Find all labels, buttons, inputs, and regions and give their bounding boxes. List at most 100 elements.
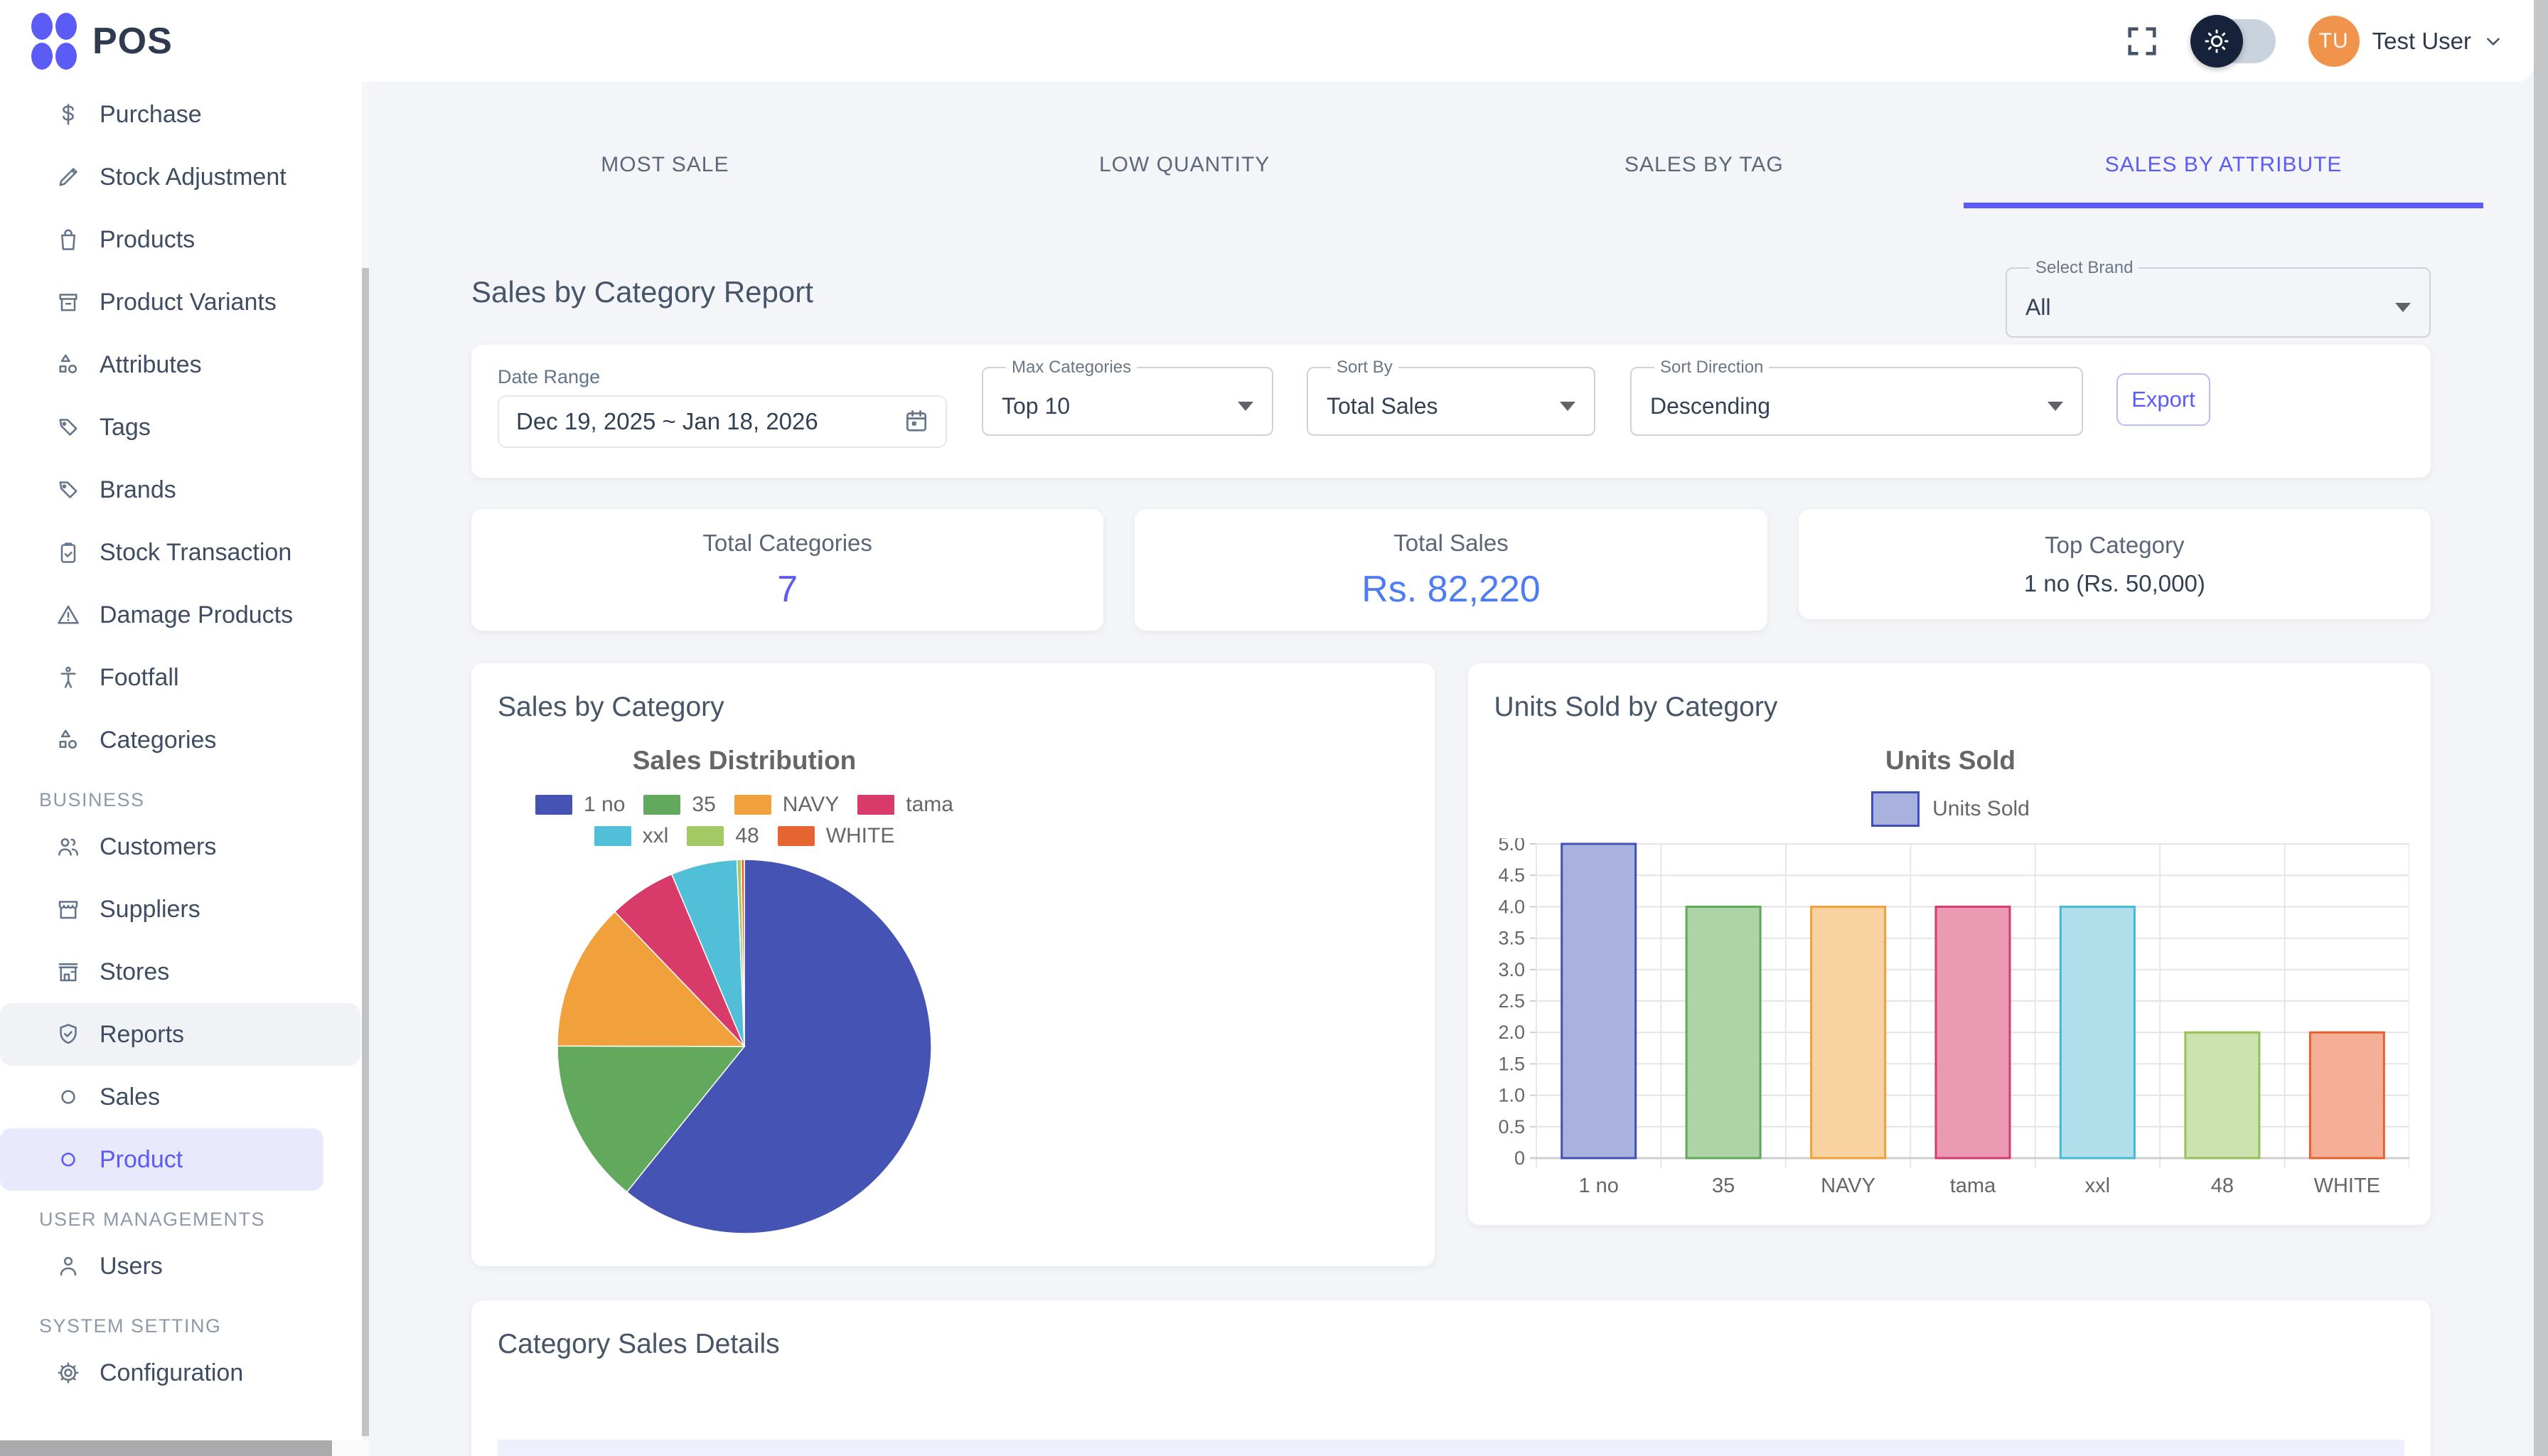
sales-by-category-card: Sales by Category Sales Distribution 1 n…: [471, 663, 1435, 1266]
sidebar-item-label: Configuration: [100, 1359, 244, 1386]
svg-text:4.0: 4.0: [1498, 896, 1525, 917]
sidebar-item-stores[interactable]: Stores: [0, 941, 369, 1003]
user-icon: [55, 1253, 81, 1279]
sidebar: Purchase Stock Adjustment Products Product …: [0, 82, 369, 1456]
pie-legend-item-35[interactable]: 35: [643, 793, 716, 817]
legend-label: 48: [735, 824, 759, 847]
clipboard-check-icon: [55, 540, 81, 565]
export-button[interactable]: Export: [2116, 373, 2210, 426]
sort-by-value: Total Sales: [1327, 392, 1438, 419]
fullscreen-icon[interactable]: [2124, 23, 2161, 60]
pie-legend: 1 no 35 NAVY tama xxl 48 WHITE: [498, 793, 991, 848]
sidebar-item-stock-adjustment[interactable]: Stock Adjustment: [0, 146, 369, 208]
svg-text:4.5: 4.5: [1498, 864, 1525, 886]
date-range-value: Dec 19, 2025 ~ Jan 18, 2026: [516, 408, 818, 434]
sidebar-item-label: Sales: [100, 1083, 161, 1110]
tag-icon: [55, 477, 81, 503]
svg-text:1 no: 1 no: [1578, 1174, 1618, 1197]
sidebar-horizontal-scrollbar-thumb[interactable]: [0, 1440, 332, 1456]
sidebar-item-customers[interactable]: Customers: [0, 815, 369, 878]
sun-icon: [2190, 14, 2243, 68]
pie-legend-item-tama[interactable]: tama: [857, 793, 953, 817]
user-menu[interactable]: TU Test User: [2308, 15, 2502, 67]
dollar-icon: [55, 102, 81, 127]
units-sold-bar-chart[interactable]: 0 0.5 1.0 1.5 2.0 2.5 3.0 3.5 4.0 4.5 5.0 1 no 35 NAV…: [1492, 827, 2410, 1206]
summary-card-value: 7: [777, 568, 798, 610]
shapes-icon: [55, 727, 81, 753]
sidebar-item-label: Product Variants: [100, 288, 277, 316]
tab-most-sale[interactable]: MOST SALE: [601, 152, 729, 176]
summary-card-total-categories: Total Categories 7: [471, 509, 1104, 631]
svg-text:tama: tama: [1949, 1174, 1996, 1197]
sidebar-item-products[interactable]: Products: [0, 208, 369, 271]
tab-sales-by-attribute[interactable]: SALES BY ATTRIBUTE: [1964, 121, 2483, 208]
circle-icon: [55, 1147, 81, 1172]
legend-label: WHITE: [825, 824, 895, 847]
tab-sales-by-tag[interactable]: SALES BY TAG: [1624, 152, 1784, 176]
pie-legend-item-48[interactable]: 48: [687, 824, 759, 848]
avatar[interactable]: TU: [2308, 15, 2360, 67]
svg-text:35: 35: [1711, 1174, 1734, 1197]
sidebar-item-product-variants[interactable]: Product Variants: [0, 271, 369, 333]
sidebar-item-sales[interactable]: Sales: [0, 1066, 369, 1128]
units-sold-card: Units Sold by Category Units Sold Units …: [1467, 663, 2431, 1225]
dropdown-arrow-icon: [1560, 401, 1575, 411]
sort-by-dropdown[interactable]: Sort By Total Sales: [1307, 358, 1595, 436]
calendar-icon[interactable]: [903, 407, 930, 437]
dropdown-arrow-icon: [2048, 401, 2063, 411]
app-header: POS TU Test User: [0, 0, 2534, 82]
sidebar-item-footfall[interactable]: Footfall: [0, 646, 369, 709]
summary-card-top-category: Top Category 1 no (Rs. 50,000): [1798, 509, 2431, 619]
sidebar-item-suppliers[interactable]: Suppliers: [0, 878, 369, 941]
sidebar-item-categories[interactable]: Categories: [0, 709, 369, 771]
svg-text:48: 48: [2210, 1174, 2233, 1197]
sidebar-item-users[interactable]: Users: [0, 1235, 369, 1297]
sidebar-item-label: Tags: [100, 413, 151, 441]
sidebar-item-attributes[interactable]: Attributes: [0, 333, 369, 396]
sidebar-item-label: Suppliers: [100, 895, 200, 923]
sidebar-item-label: Users: [100, 1252, 163, 1280]
tab-low-quantity[interactable]: LOW QUANTITY: [1098, 152, 1270, 176]
date-range-label: Date Range: [498, 366, 601, 387]
date-range-input[interactable]: Dec 19, 2025 ~ Jan 18, 2026: [498, 395, 947, 448]
bar-chart-title: Units Sold: [1885, 746, 2016, 775]
sidebar-vertical-scrollbar-thumb[interactable]: [362, 268, 369, 1436]
max-categories-dropdown[interactable]: Max Categories Top 10: [982, 358, 1273, 436]
pie-legend-item-1-no[interactable]: 1 no: [535, 793, 625, 817]
summary-card-label: Top Category: [2045, 531, 2185, 558]
sidebar-item-damage-products[interactable]: Damage Products: [0, 584, 369, 646]
legend-swatch: [687, 826, 724, 846]
pie-chart-title: Sales Distribution: [632, 746, 857, 775]
chevron-down-icon: [2487, 37, 2500, 46]
max-categories-label: Max Categories: [1012, 358, 1132, 377]
sidebar-item-label: Attributes: [100, 350, 202, 378]
pos-logo-icon: [31, 12, 77, 70]
sidebar-item-purchase[interactable]: Purchase: [0, 83, 369, 146]
sidebar-item-stock-transaction[interactable]: Stock Transaction: [0, 521, 369, 584]
pie-legend-item-white[interactable]: WHITE: [777, 824, 895, 848]
pie-legend-item-xxl[interactable]: xxl: [594, 824, 668, 848]
legend-swatch: [594, 826, 631, 846]
sales-distribution-pie-chart[interactable]: [498, 858, 991, 1235]
sort-direction-dropdown[interactable]: Sort Direction Descending: [1630, 358, 2083, 436]
sidebar-item-label: Products: [100, 225, 196, 253]
category-sales-details-card: Category Sales Details: [471, 1300, 2431, 1456]
summary-card-total-sales: Total Sales Rs. 82,220: [1135, 509, 1767, 631]
pie-legend-item-navy[interactable]: NAVY: [734, 793, 839, 817]
sort-direction-label: Sort Direction: [1660, 358, 1764, 377]
dark-mode-toggle[interactable]: [2190, 14, 2276, 68]
select-brand-dropdown[interactable]: Select Brand All: [2006, 258, 2431, 338]
bar-legend: Units Sold: [1492, 791, 2409, 827]
window-scrollbar-thumb[interactable]: [2534, 0, 2548, 1456]
sidebar-section-user-managements: USER MANAGEMENTS: [39, 1209, 266, 1230]
sidebar-item-label: Purchase: [100, 100, 202, 128]
sidebar-item-product[interactable]: Product: [0, 1128, 323, 1191]
sidebar-item-brands[interactable]: Brands: [0, 459, 369, 521]
sidebar-item-configuration[interactable]: Configuration: [0, 1342, 369, 1404]
sidebar-item-label: Brands: [100, 476, 176, 503]
sidebar-item-reports[interactable]: Reports: [0, 1003, 360, 1066]
svg-text:xxl: xxl: [2084, 1174, 2109, 1197]
pencil-icon: [55, 164, 81, 190]
sidebar-item-label: Customers: [100, 833, 217, 860]
sidebar-item-tags[interactable]: Tags: [0, 396, 369, 459]
